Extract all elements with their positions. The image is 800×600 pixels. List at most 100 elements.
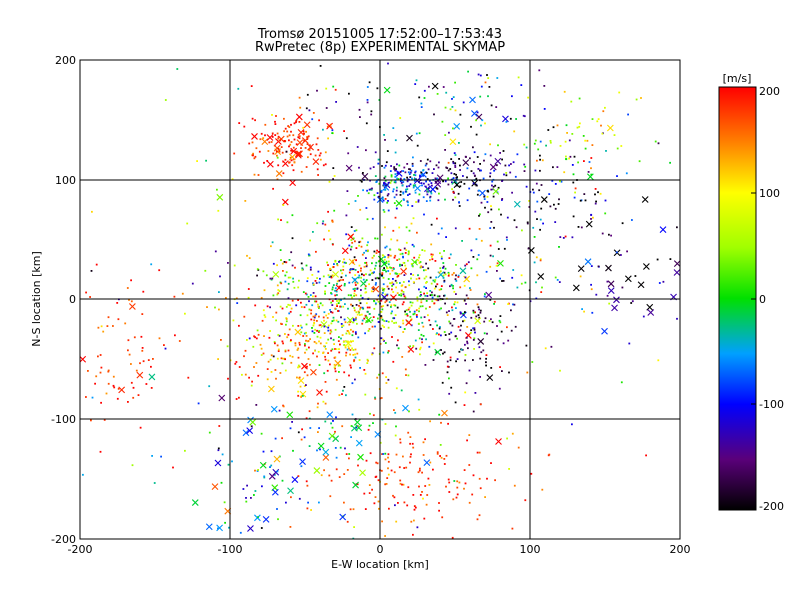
data-point: [506, 239, 508, 241]
data-point: [550, 345, 553, 348]
data-point: [297, 356, 300, 359]
data-point: [329, 495, 332, 498]
data-point: [580, 226, 583, 229]
data-point: [350, 340, 353, 343]
data-point: [398, 294, 401, 296]
data-point: [303, 371, 306, 374]
data-point: [363, 369, 366, 371]
data-point: [385, 299, 388, 302]
data-point: [289, 310, 292, 313]
data-point: [386, 304, 389, 307]
data-point: [130, 279, 132, 282]
data-point: [354, 378, 356, 381]
data-point: [358, 274, 361, 277]
data-point: [436, 217, 438, 220]
data-point: [431, 294, 433, 296]
data-point: [408, 193, 411, 195]
data-point: [306, 280, 309, 283]
data-point: [493, 169, 495, 172]
data-point: [392, 291, 395, 293]
data-point: [284, 369, 287, 372]
data-point: [454, 401, 457, 404]
data-point: [470, 329, 473, 332]
data-point: [178, 340, 181, 342]
data-point-cross: [469, 96, 476, 104]
data-point: [285, 150, 288, 153]
data-point: [404, 310, 406, 313]
data-point: [634, 275, 637, 277]
data-point: [303, 332, 306, 335]
data-point: [565, 158, 568, 161]
data-point: [579, 199, 582, 202]
data-point: [272, 316, 274, 318]
data-point: [306, 277, 309, 280]
data-point: [394, 434, 397, 437]
data-point: [559, 236, 562, 238]
data-point: [276, 508, 278, 510]
data-point: [540, 184, 543, 186]
data-point: [395, 425, 397, 428]
data-point-cross: [205, 523, 213, 531]
data-point: [139, 362, 141, 365]
data-point: [410, 263, 413, 265]
data-point: [410, 222, 413, 225]
data-point: [333, 209, 336, 212]
data-point: [627, 113, 629, 116]
data-point: [511, 527, 514, 530]
data-point: [484, 206, 486, 209]
data-point: [327, 326, 330, 329]
data-point: [174, 334, 176, 337]
data-point: [266, 368, 269, 370]
data-point-cross: [352, 481, 359, 489]
data-point: [499, 321, 502, 324]
data-point: [253, 494, 255, 496]
data-point: [669, 258, 672, 260]
data-point: [304, 292, 307, 295]
data-point: [426, 193, 429, 196]
data-point-cross: [214, 459, 222, 467]
data-point: [406, 313, 408, 315]
data-point: [587, 171, 590, 173]
data-point: [407, 204, 409, 207]
data-point: [238, 324, 240, 327]
data-point: [586, 139, 589, 142]
data-point: [133, 336, 136, 339]
data-point: [524, 165, 527, 168]
data-point: [464, 276, 467, 279]
data-point: [476, 274, 479, 277]
data-point: [456, 337, 458, 340]
data-point: [480, 351, 483, 354]
data-point: [479, 74, 482, 77]
data-point: [491, 321, 494, 324]
data-point: [447, 177, 449, 180]
data-point: [452, 285, 454, 287]
data-point: [437, 199, 440, 202]
data-point: [371, 187, 373, 190]
data-point: [267, 360, 270, 363]
data-point: [349, 349, 352, 351]
data-point: [354, 269, 357, 271]
data-point: [538, 189, 541, 192]
data-point: [279, 305, 282, 308]
data-point: [384, 183, 387, 186]
data-point: [406, 163, 409, 165]
data-point: [446, 360, 449, 363]
data-point: [367, 192, 370, 195]
data-point: [277, 164, 280, 167]
data-point: [368, 283, 370, 286]
data-point: [253, 173, 256, 176]
data-point: [279, 249, 282, 251]
data-point: [279, 372, 282, 374]
data-point: [420, 182, 423, 184]
data-point: [482, 177, 485, 180]
data-point: [511, 95, 513, 98]
data-point: [303, 139, 306, 142]
data-point: [412, 184, 415, 187]
data-point: [399, 253, 402, 256]
data-point: [369, 167, 372, 170]
data-point: [319, 324, 322, 326]
data-point: [172, 466, 174, 469]
data-point: [428, 85, 430, 88]
data-point: [422, 196, 425, 199]
data-point: [480, 85, 483, 88]
